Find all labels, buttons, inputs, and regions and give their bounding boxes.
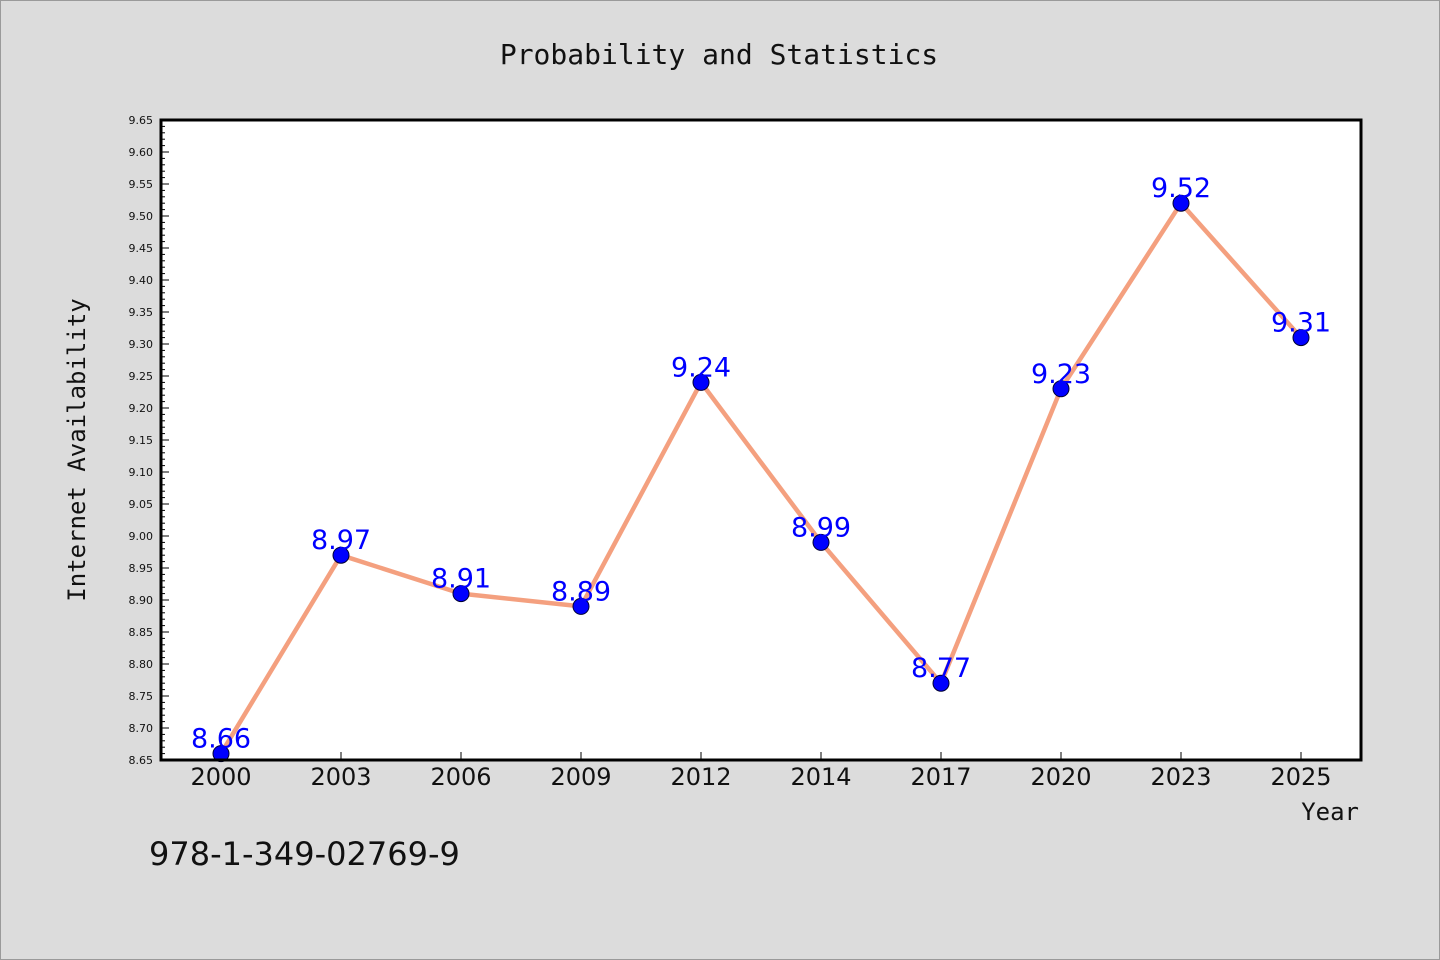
data-point-marker — [332, 546, 350, 564]
y-tick-label: 9.45 — [129, 242, 154, 255]
data-point-label: 9.52 — [1151, 173, 1211, 204]
data-point-marker — [692, 373, 710, 391]
y-tick-label: 9.50 — [129, 210, 154, 223]
x-tick-label: 2000 — [190, 763, 251, 791]
data-point-marker — [572, 597, 590, 615]
y-tick-label: 8.75 — [129, 690, 154, 703]
data-point-marker — [1052, 380, 1070, 398]
x-tick-label: 2023 — [1150, 763, 1211, 791]
data-point-label: 8.99 — [791, 512, 851, 543]
y-tick-label: 8.95 — [129, 562, 154, 575]
y-tick-label: 9.10 — [129, 466, 154, 479]
data-point-marker — [932, 674, 950, 692]
y-tick-label: 8.70 — [129, 722, 154, 735]
y-axis-tick-labels: 8.65 8.70 8.75 8.80 8.85 8.90 8.95 9.00 9.05 9.10… — [129, 114, 154, 767]
data-point-marker — [1172, 194, 1190, 212]
x-axis-tick-labels: 2000 2003 2006 2009 2012 2014 2017 2020 2023 2025 — [190, 763, 1331, 791]
x-tick-label: 2014 — [790, 763, 851, 791]
y-tick-label: 9.35 — [129, 306, 154, 319]
y-tick-label: 8.90 — [129, 594, 154, 607]
data-point-label: 8.97 — [311, 525, 371, 556]
y-tick-label: 9.20 — [129, 402, 154, 415]
x-tick-label: 2003 — [310, 763, 371, 791]
data-label-layer: 8.66 8.97 8.91 8.89 9.24 8.99 8.77 9.23 9.52 9.31 — [191, 173, 1331, 754]
y-axis-label: Internet Availability — [63, 298, 91, 601]
y-tick-label: 8.80 — [129, 658, 154, 671]
data-point-label: 8.66 — [191, 724, 251, 755]
data-point-marker — [212, 745, 230, 763]
series-line — [218, 200, 1304, 756]
isbn-footer: 978-1-349-02769-9 — [149, 835, 460, 873]
plot-frame — [159, 118, 1363, 762]
y-tick-label: 9.00 — [129, 530, 154, 543]
y-tick-label: 9.65 — [129, 114, 154, 127]
data-point-marker — [1292, 329, 1310, 347]
y-tick-label: 9.60 — [129, 146, 154, 159]
x-tick-label: 2020 — [1030, 763, 1091, 791]
x-axis-label: Year — [1301, 798, 1359, 826]
x-tick-label: 2009 — [550, 763, 611, 791]
y-tick-label: 9.25 — [129, 370, 154, 383]
y-tick-label: 9.30 — [129, 338, 154, 351]
plot-area — [161, 120, 1361, 760]
y-tick-label: 8.65 — [129, 754, 154, 767]
y-tick-label: 9.05 — [129, 498, 154, 511]
x-tick-label: 2012 — [670, 763, 731, 791]
marker-layer — [212, 194, 1310, 763]
data-point-label: 8.89 — [551, 576, 611, 607]
data-point-marker — [812, 533, 830, 551]
x-tick-label: 2017 — [910, 763, 971, 791]
y-tick-label: 9.55 — [129, 178, 154, 191]
data-point-label: 9.31 — [1271, 308, 1331, 339]
y-tick-label: 8.85 — [129, 626, 154, 639]
data-point-label: 8.77 — [911, 653, 971, 684]
data-point-label: 8.91 — [431, 564, 491, 595]
x-tick-label: 2025 — [1270, 763, 1331, 791]
data-point-marker — [452, 585, 470, 603]
y-tick-label: 9.40 — [129, 274, 154, 287]
y-tick-label: 9.15 — [129, 434, 154, 447]
chart-title: Probability and Statistics — [500, 38, 938, 71]
data-point-label: 9.24 — [671, 352, 731, 383]
series-layer — [218, 200, 1304, 756]
data-point-label: 9.23 — [1031, 359, 1091, 390]
x-tick-label: 2006 — [430, 763, 491, 791]
